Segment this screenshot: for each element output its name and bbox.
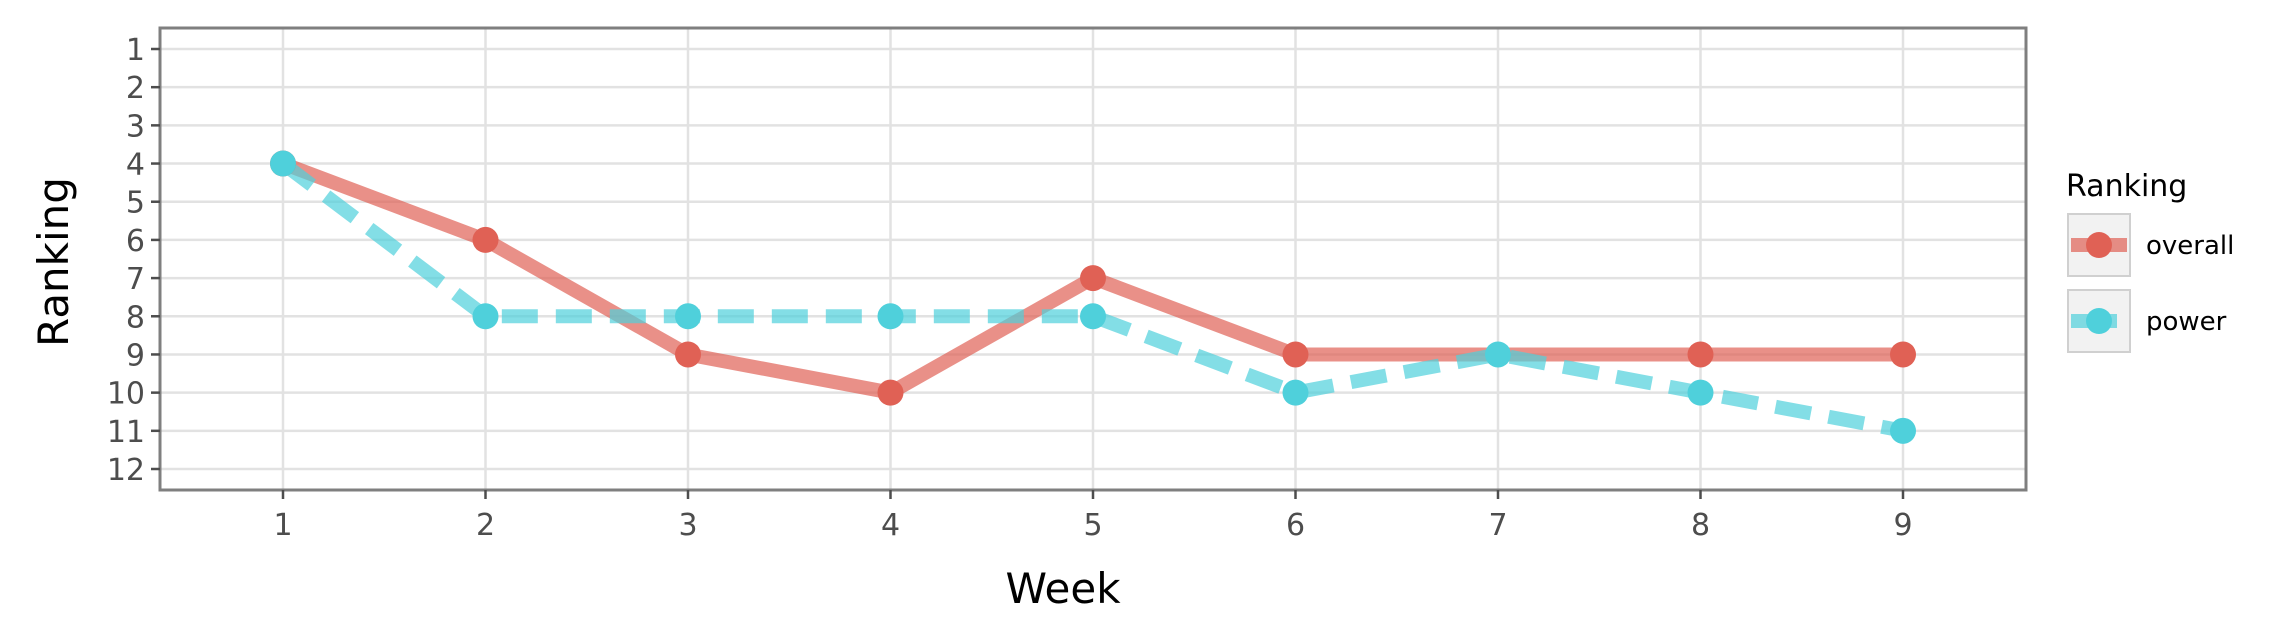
y-tick-label: 5	[126, 186, 145, 221]
data-point-overall	[675, 341, 701, 367]
data-point-overall	[1080, 265, 1106, 291]
y-tick-label: 9	[126, 338, 145, 373]
legend-title: Ranking	[2066, 169, 2187, 204]
x-tick-label: 8	[1691, 508, 1710, 543]
data-point-overall	[878, 380, 904, 406]
x-axis: 1 2 3 4 5 6 7 8 9	[273, 490, 1912, 543]
data-point-power	[1485, 341, 1511, 367]
y-tick-label: 1	[126, 33, 145, 68]
x-tick-label: 9	[1893, 508, 1912, 543]
data-point-power	[1080, 303, 1106, 329]
x-tick-label: 2	[476, 508, 495, 543]
data-point-power	[270, 151, 296, 177]
data-point-power	[1688, 380, 1714, 406]
data-point-overall	[1283, 341, 1309, 367]
y-tick-label: 6	[126, 224, 145, 259]
y-tick-label: 11	[107, 415, 145, 450]
legend: Ranking overall power	[2066, 169, 2234, 352]
y-tick-label: 7	[126, 262, 145, 297]
x-axis-title: Week	[1005, 564, 1121, 613]
x-tick-label: 7	[1488, 508, 1507, 543]
y-tick-label: 10	[107, 377, 145, 412]
legend-label-overall: overall	[2146, 231, 2234, 261]
data-point-power	[878, 303, 904, 329]
data-point-overall	[473, 227, 499, 253]
x-tick-label: 5	[1083, 508, 1102, 543]
y-tick-label: 2	[126, 71, 145, 106]
y-tick-label: 12	[107, 453, 145, 488]
data-point-overall	[1890, 341, 1916, 367]
legend-point-overall	[2086, 232, 2112, 258]
legend-label-power: power	[2146, 307, 2227, 337]
y-tick-label: 4	[126, 148, 145, 183]
y-tick-label: 8	[126, 300, 145, 335]
data-point-power	[1283, 380, 1309, 406]
y-tick-label: 3	[126, 109, 145, 144]
data-point-power	[1890, 418, 1916, 444]
x-tick-label: 4	[881, 508, 900, 543]
x-tick-label: 3	[678, 508, 697, 543]
x-tick-label: 1	[273, 508, 292, 543]
data-point-power	[675, 303, 701, 329]
legend-point-power	[2086, 308, 2112, 334]
data-point-power	[473, 303, 499, 329]
data-point-overall	[1688, 341, 1714, 367]
y-axis-title: Ranking	[29, 177, 78, 347]
x-tick-label: 6	[1286, 508, 1305, 543]
